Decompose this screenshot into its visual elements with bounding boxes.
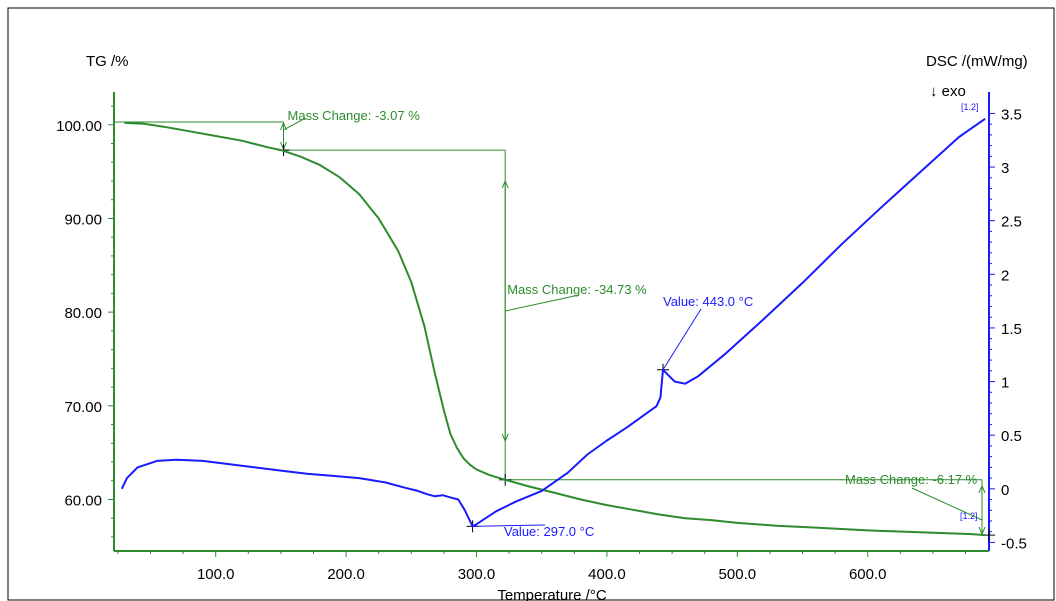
y-left-tick-label: 90.00 bbox=[64, 211, 102, 228]
y-left-axis-title: TG /% bbox=[86, 53, 129, 70]
x-tick-label: 400.0 bbox=[588, 566, 626, 583]
y-right-tick-label: -0.5 bbox=[1001, 535, 1027, 552]
y-right-tick-label: 3.5 bbox=[1001, 106, 1022, 123]
y-left-tick-label: 80.00 bbox=[64, 305, 102, 322]
mass-change-2-label: Mass Change: -34.73 % bbox=[507, 282, 647, 297]
dsc-min-leader bbox=[472, 524, 546, 527]
x-tick-label: 100.0 bbox=[197, 566, 235, 583]
x-axis-ticks: 100.0 200.0 300.0 400.0 500.0 600.0 bbox=[117, 551, 967, 583]
y-right-axis-ticks: -0.5 0 0.5 1 1.5 2 2.5 3 3.5 bbox=[989, 106, 1027, 552]
x-tick-label: 600.0 bbox=[849, 566, 887, 583]
y-right-tick-label: 0 bbox=[1001, 482, 1009, 499]
y-left-tick-label: 100.00 bbox=[56, 118, 102, 135]
y-left-tick-label: 60.00 bbox=[64, 492, 102, 509]
dsc-series-line bbox=[120, 117, 986, 528]
arrow-head bbox=[280, 121, 287, 131]
y-left-tick-label: 70.00 bbox=[64, 399, 102, 416]
y-right-tick-label: 1 bbox=[1001, 375, 1009, 392]
mass-change-1-label: Mass Change: -3.07 % bbox=[288, 108, 421, 123]
mass-change-2-leader bbox=[505, 294, 580, 312]
mass-change-1-leader bbox=[283, 117, 306, 131]
y-left-axis-ticks: 60.00 70.00 80.00 90.00 100.00 bbox=[56, 105, 114, 538]
tg-series-line bbox=[124, 121, 986, 537]
mass-change-3-label: Mass Change: -6.17 % bbox=[845, 472, 978, 487]
exo-direction-label: ↓ exo bbox=[930, 83, 966, 100]
x-tick-label: 500.0 bbox=[719, 566, 757, 583]
y-right-axis-title: DSC /(mW/mg) bbox=[926, 53, 1028, 70]
arrow-head bbox=[501, 179, 509, 189]
dsc-peak-leader bbox=[662, 308, 702, 371]
arrow-head bbox=[501, 433, 509, 443]
segment-mark-bottom: [1.2] bbox=[960, 511, 978, 521]
x-tick-label: 200.0 bbox=[327, 566, 365, 583]
dsc-min-label: Value: 297.0 °C bbox=[504, 524, 594, 539]
y-right-tick-label: 3 bbox=[1001, 160, 1009, 177]
x-axis-title: Temperature /°C bbox=[497, 587, 607, 601]
y-right-tick-label: 2 bbox=[1001, 267, 1009, 284]
dsc-peak-label: Value: 443.0 °C bbox=[663, 294, 753, 309]
x-tick-label: 300.0 bbox=[458, 566, 496, 583]
y-right-tick-label: 2.5 bbox=[1001, 214, 1022, 231]
mass-change-3-leader bbox=[911, 487, 983, 521]
series-layer bbox=[120, 117, 986, 537]
arrow-head bbox=[978, 484, 986, 494]
y-right-tick-label: 1.5 bbox=[1001, 321, 1022, 338]
annotation-labels: Mass Change: -3.07 % Mass Change: -34.73 … bbox=[288, 102, 979, 539]
segment-mark-top: [1.2] bbox=[961, 102, 979, 112]
chart-frame bbox=[7, 7, 1055, 601]
y-right-tick-label: 0.5 bbox=[1001, 428, 1022, 445]
